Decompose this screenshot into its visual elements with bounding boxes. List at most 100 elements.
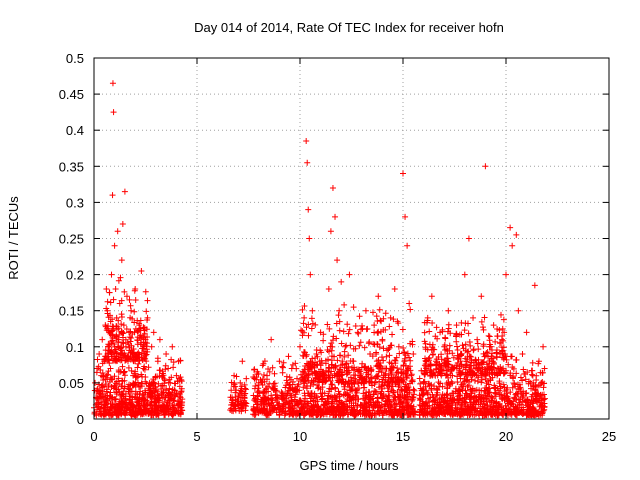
data-point [487,403,494,410]
data-point [497,391,504,398]
data-point [480,326,487,333]
data-point [307,393,314,400]
data-point [502,402,509,409]
data-point [103,372,110,379]
data-point [107,374,114,381]
data-point [522,370,529,377]
data-point [134,391,141,398]
data-point [465,235,472,242]
data-point [131,319,138,326]
data-point [486,343,493,350]
data-point [374,394,381,401]
data-point [416,375,423,382]
data-point [441,343,448,350]
data-point [333,394,340,401]
data-point [500,316,507,323]
data-point [362,307,369,314]
data-point [112,396,119,403]
data-point [540,384,547,391]
data-point [472,356,479,363]
data-point [261,358,268,365]
data-point [463,390,470,397]
data-point [481,405,488,412]
data-point [467,394,474,401]
data-point [161,380,168,387]
data-point [106,289,113,296]
data-point [260,371,267,378]
data-point [358,364,365,371]
data-point [486,337,493,344]
data-point [423,365,430,372]
data-point [390,389,397,396]
data-point [332,362,339,369]
data-point [360,390,367,397]
data-point [536,395,543,402]
data-point [535,408,542,415]
data-point [154,396,161,403]
data-point [375,293,382,300]
data-point [127,338,134,345]
data-point [161,412,168,419]
data-point [523,329,530,336]
data-point [405,393,412,400]
data-point [305,206,312,213]
y-tick-labels: 0 0.05 0.1 0.15 0.2 0.25 0.3 0.35 0.4 0.45 0.5 [59,51,84,427]
data-point [310,409,317,416]
data-point [535,382,542,389]
data-point [356,342,363,349]
data-point [274,395,281,402]
data-point [163,401,170,408]
data-point [513,356,520,363]
data-point [474,336,481,343]
data-point [497,339,504,346]
data-point [444,371,451,378]
data-point [163,386,170,393]
data-point [132,297,139,304]
data-point [408,371,415,378]
data-point [517,374,524,381]
data-point [375,357,382,364]
data-point [507,353,514,360]
data-point [381,382,388,389]
data-point [140,324,147,331]
data-point [400,345,407,352]
data-point [263,397,270,404]
data-point [369,395,376,402]
data-point [446,342,453,349]
data-point [478,409,485,416]
data-point [455,396,462,403]
data-point [352,345,359,352]
data-point [316,358,323,365]
data-point [143,358,150,365]
data-point [398,377,405,384]
data-point [353,403,360,410]
data-point [400,404,407,411]
data-point [385,379,392,386]
data-point [500,356,507,363]
data-point [494,372,501,379]
data-point [115,277,122,284]
data-point [485,381,492,388]
data-point [335,372,342,379]
data-point [109,403,116,410]
data-point [233,387,240,394]
data-point [97,411,104,418]
data-point [541,395,548,402]
data-point [440,367,447,374]
data-point [391,401,398,408]
data-point [501,329,508,336]
data-point [427,366,434,373]
data-point [291,394,298,401]
data-point [111,343,118,350]
data-point [342,361,349,368]
data-point [128,307,135,314]
data-point [321,390,328,397]
data-point [337,352,344,359]
data-point [511,394,518,401]
data-point [510,403,517,410]
data-point [287,411,294,418]
data-point [479,324,486,331]
data-point [345,330,352,337]
data-point [178,388,185,395]
data-point [386,352,393,359]
